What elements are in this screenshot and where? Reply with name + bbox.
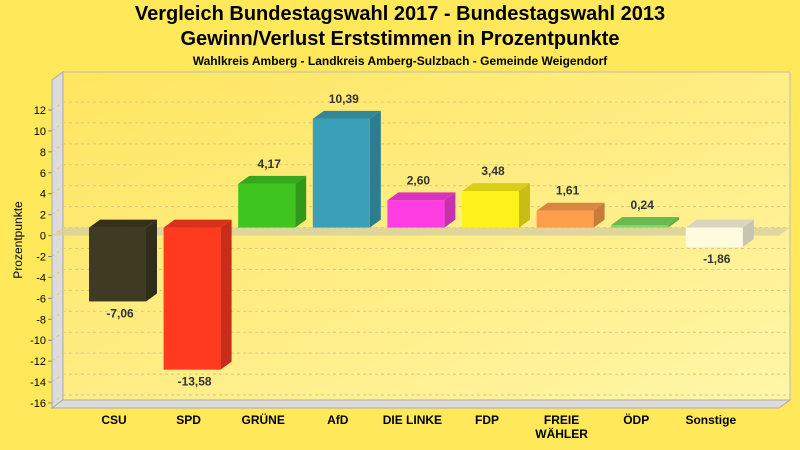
bar-side: [742, 219, 754, 248]
x-tick-label: AfD: [327, 413, 349, 427]
gridline-side: [51, 185, 64, 195]
gridline-side: [51, 289, 64, 299]
zero-plane: [52, 227, 790, 236]
bar-side: [295, 175, 307, 228]
bar-sonstige: [685, 227, 743, 248]
data-label: 1,61: [556, 184, 580, 198]
gridline-side: [51, 122, 64, 132]
bar-top: [238, 175, 307, 184]
y-tick-label: -8: [36, 314, 46, 326]
chart-subsubtitle: Wahlkreis Amberg - Landkreis Amberg-Sulz…: [192, 54, 608, 68]
y-tick-label: -2: [36, 252, 46, 264]
bar-top: [163, 219, 232, 228]
y-tick-label: -14: [30, 377, 46, 389]
bar-side: [369, 110, 381, 228]
y-tick-label: -6: [36, 293, 46, 305]
x-tick-label: DIE LINKE: [383, 413, 442, 427]
gridline-side: [51, 331, 64, 341]
bar-die-linke: [387, 200, 445, 228]
bar-csu: [89, 227, 146, 302]
data-label: 10,39: [329, 92, 359, 106]
data-label: -7,06: [106, 306, 134, 320]
bar-spd: [163, 227, 221, 370]
gridline-side: [51, 143, 64, 153]
x-tick-label: WÄHLER: [535, 426, 588, 441]
bar-side: [444, 192, 456, 228]
bar-freie-wähler: [536, 210, 594, 228]
x-tick-label: SPD: [176, 413, 201, 427]
bar-top: [462, 183, 530, 192]
data-label: 2,60: [407, 173, 431, 187]
gridline-side: [51, 164, 64, 174]
y-tick-label: -12: [30, 356, 46, 368]
bar-side: [146, 219, 157, 302]
bar-side: [519, 183, 530, 228]
bar-top: [611, 217, 680, 226]
gridline-side: [51, 248, 64, 257]
x-tick-label: FREIE: [544, 413, 579, 427]
data-label: 3,48: [481, 164, 505, 178]
bar-grüne: [238, 183, 296, 228]
bar-afd: [312, 118, 370, 228]
data-label: -13,58: [178, 375, 212, 389]
gridline-side: [51, 206, 64, 216]
bar-fdp: [462, 191, 519, 228]
x-tick-label: CSU: [101, 413, 126, 427]
bar-side: [668, 217, 680, 228]
data-label: 4,17: [258, 157, 282, 171]
bar-top: [312, 110, 381, 119]
y-tick-label: 8: [40, 147, 46, 159]
bar-top: [685, 219, 754, 228]
y-tick-label: -16: [30, 398, 46, 410]
gridline-side: [51, 352, 64, 362]
x-tick-label: FDP: [475, 413, 499, 427]
bar-side: [593, 202, 605, 228]
y-tick-label: -4: [36, 272, 46, 284]
y-axis-label: Prozentpunkte: [11, 201, 25, 279]
bar-ödp: [611, 225, 669, 228]
data-label: -1,86: [703, 252, 731, 266]
bar-top: [89, 219, 157, 228]
y-tick-label: 6: [40, 168, 46, 180]
x-tick-label: Sonstige: [685, 413, 736, 427]
y-tick-label: 12: [34, 105, 46, 117]
gridline-side: [51, 373, 64, 383]
y-tick-label: 4: [40, 189, 46, 201]
x-tick-label: GRÜNE: [242, 412, 285, 427]
chart-subtitle: Gewinn/Verlust Erststimmen in Prozentpun…: [180, 28, 620, 50]
gridline-side: [51, 310, 64, 320]
gridline-side: [51, 394, 64, 404]
gridline-side: [51, 269, 64, 278]
bar-top: [387, 192, 456, 201]
y-tick-label: 2: [40, 210, 46, 222]
y-tick-label: 10: [34, 126, 46, 138]
gridline-side: [51, 101, 64, 111]
plot-floor: [50, 399, 792, 409]
bar-top: [536, 202, 605, 211]
chart-title: Vergleich Bundestagswahl 2017 - Bundesta…: [134, 3, 666, 25]
x-tick-label: ÖDP: [623, 412, 649, 427]
data-label: 0,24: [631, 198, 655, 212]
y-tick-label: 0: [40, 231, 46, 243]
bar-side: [220, 219, 232, 370]
y-tick-label: -10: [30, 335, 46, 347]
